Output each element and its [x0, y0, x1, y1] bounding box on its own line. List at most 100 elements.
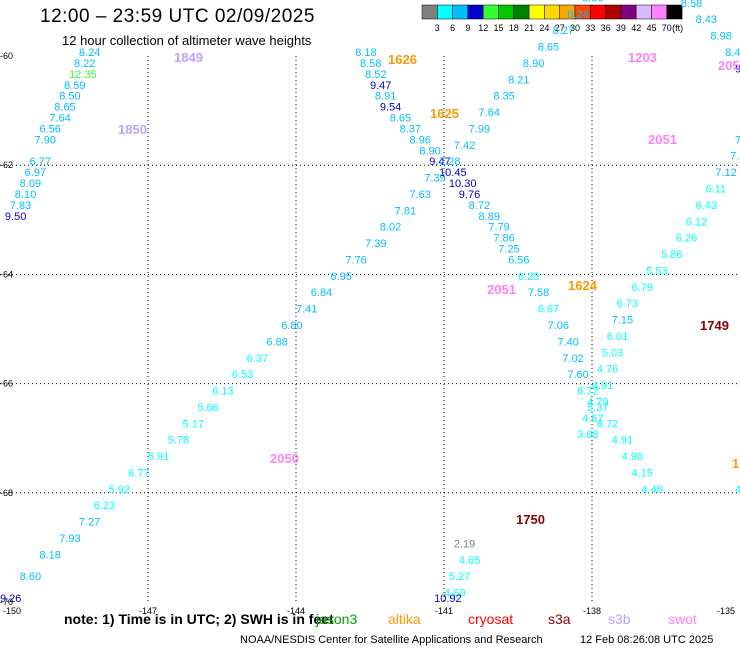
wave-height-label: 7.06	[548, 320, 569, 332]
wave-height-label: 8.21	[508, 74, 529, 86]
wave-height-label: 6.80	[281, 320, 302, 332]
wave-height-label: 7.58	[528, 287, 549, 299]
wave-height-label: 8.91	[375, 91, 396, 103]
wave-height-label: 10.30	[449, 178, 477, 190]
satellite-legend-item: altika	[388, 611, 421, 627]
wave-height-label: 7.25	[498, 244, 519, 256]
legend-tick-label: 36	[601, 23, 611, 33]
wave-height-label: 6.56	[39, 123, 60, 135]
wave-height-label: 6.56	[508, 254, 529, 266]
wave-height-label: 8.89	[479, 211, 500, 223]
wave-height-label: 9	[735, 63, 740, 75]
wave-height-label: 8.59	[64, 80, 85, 92]
page-title: 12:00 – 23:59 UTC 02/09/2025	[40, 6, 315, 27]
wave-height-label: 9.50	[5, 211, 26, 223]
color-scale-legend: 3 6 9 12 15 18 21 24 27 30 33 36 39 42 45 70 (ft)	[421, 4, 683, 33]
satellite-legend-item: jason3	[316, 611, 358, 627]
pass-time-label: 2050	[270, 451, 299, 466]
wave-height-label: 6.25	[518, 271, 539, 283]
wave-height-label: 6.97	[25, 167, 46, 179]
credit-line: NOAA/NESDIS Center for Satellite Applica…	[240, 634, 543, 646]
wave-height-label: 7.64	[49, 113, 70, 125]
wave-height-label: 10.92	[434, 593, 462, 605]
x-tick-label: -147	[139, 606, 157, 616]
satellite-legend-item: s3b	[608, 611, 631, 627]
wave-height-label: 7.60	[567, 369, 588, 381]
wave-height-label: 4.91	[612, 435, 633, 447]
pass-time-label: 2051	[487, 282, 516, 297]
legend-unit: (ft)	[672, 23, 683, 33]
wave-height-label: 5.17	[183, 418, 204, 430]
wave-height-label: 8.36	[582, 0, 603, 4]
wave-height-label: 4.65	[459, 555, 480, 567]
x-tick-label: -135	[717, 606, 735, 616]
pass-time-label: 2051	[648, 132, 677, 147]
wave-height-label: 8.10	[15, 189, 36, 201]
wave-height-label: 6.23	[94, 500, 115, 512]
wave-height-label: 8.90	[419, 145, 440, 157]
wave-height-label: 6.26	[676, 233, 697, 245]
wave-height-label: 7.76	[345, 254, 366, 266]
wave-height-label: 6.67	[538, 304, 559, 316]
legend-tick-label: 21	[524, 23, 534, 33]
legend-tick-label: 27	[555, 23, 565, 33]
wave-height-label: 8.50	[59, 91, 80, 103]
wave-height-label: 10.45	[439, 167, 467, 179]
wave-height-label: 6.77	[128, 467, 149, 479]
pass-time-label: 1624	[568, 278, 598, 293]
wave-height-label: 6.72	[597, 418, 618, 430]
wave-height-label: 7.8	[735, 134, 740, 146]
wave-height-label: 9.76	[459, 189, 480, 201]
wave-height-label: 8.24	[79, 47, 100, 59]
wave-height-label: 7.83	[10, 200, 31, 212]
wave-height-label: 6.79	[631, 282, 652, 294]
wave-height-label: 8.24	[567, 9, 588, 21]
wave-height-label: 8.58	[681, 0, 702, 10]
page-subtitle: 12 hour collection of altimeter wave hei…	[62, 33, 312, 48]
wave-height-label: 7.39	[424, 173, 445, 185]
wave-height-label: 8.65	[54, 102, 75, 114]
wave-height-label: 8.52	[365, 69, 386, 81]
wave-height-label: 6.12	[686, 216, 707, 228]
wave-height-label: 6.11	[705, 184, 726, 196]
wave-height-label: 7.12	[715, 167, 736, 179]
wave-height-label: 3.68	[577, 429, 598, 441]
x-tick-label: -144	[287, 606, 305, 616]
wave-height-label: 7.27	[79, 517, 100, 529]
y-tick-label: -70	[0, 597, 13, 607]
x-tick-label: -150	[3, 606, 21, 616]
pass-time-label: 1849	[174, 50, 203, 65]
legend-tick-label: 45	[646, 23, 656, 33]
legend-tick-label: 15	[493, 23, 503, 33]
x-tick-label: -141	[435, 606, 453, 616]
wave-height-label: 7.28	[439, 156, 460, 168]
legend-tick-label: 3	[435, 23, 440, 33]
wave-height-label: 5.53	[646, 265, 667, 277]
wave-height-label: 7.79	[488, 222, 509, 234]
legend-tick-label: 6	[450, 23, 455, 33]
wave-height-label: 6.01	[607, 331, 628, 343]
wave-height-label: 8.96	[409, 134, 430, 146]
wave-height-label: 7.81	[395, 205, 416, 217]
wave-height-label: 6.84	[311, 287, 332, 299]
wave-height-label: 7.41	[296, 304, 317, 316]
wave-height-label: 5.27	[449, 571, 470, 583]
wave-height-label: 5.78	[168, 435, 189, 447]
wave-height-label: 7.02	[562, 353, 583, 365]
pass-time-label: 1	[732, 456, 739, 471]
wave-height-label: 8.43	[696, 14, 717, 26]
pass-time-label: 1850	[118, 122, 147, 137]
wave-height-label: 9.54	[380, 102, 401, 114]
wave-height-label: 7.93	[59, 533, 80, 545]
pass-time-label: 1626	[388, 52, 417, 67]
legend-tick-label: 18	[509, 23, 519, 33]
legend-tick-label: 33	[585, 23, 595, 33]
wave-height-label: 4.15	[631, 467, 652, 479]
wave-height-label: 4.91	[592, 380, 613, 392]
wave-height-label: 5.66	[197, 402, 218, 414]
wave-height-label: 8.35	[493, 91, 514, 103]
wave-height-label: 7.15	[612, 315, 633, 327]
wave-height-label: 9.26	[0, 593, 21, 605]
wave-height-label: 7.86	[493, 233, 514, 245]
